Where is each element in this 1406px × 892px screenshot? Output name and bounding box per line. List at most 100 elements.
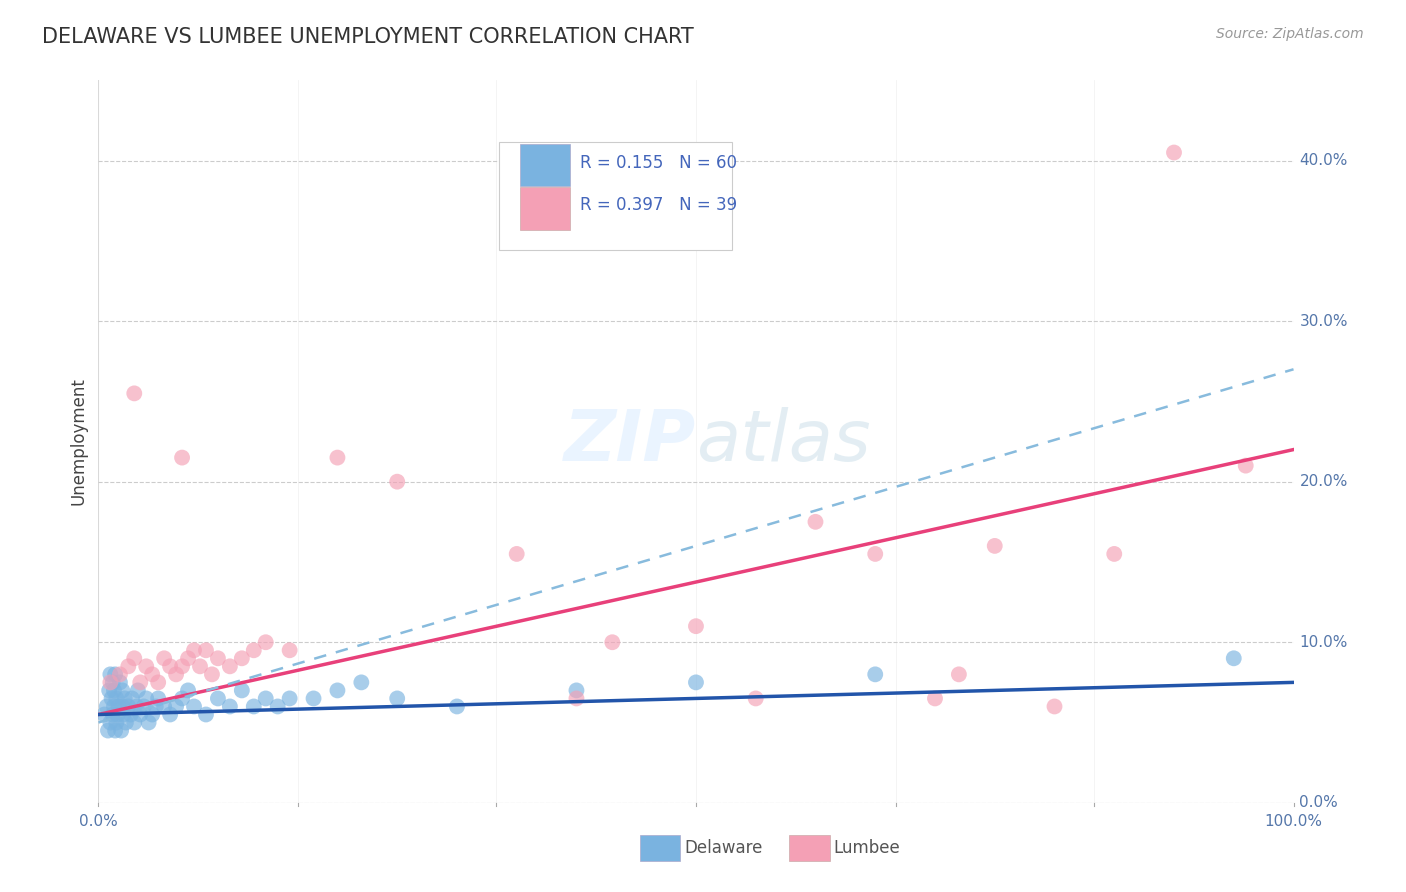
Point [1234,458,1257,473]
Point [506,547,529,561]
Point [165,699,187,714]
Point [141,667,163,681]
Point [115,715,138,730]
Point [132,699,155,714]
Point [565,691,588,706]
Point [129,675,152,690]
FancyBboxPatch shape [789,835,830,861]
Point [135,691,157,706]
Point [98,675,122,690]
Point [1163,145,1185,160]
Point [105,691,128,706]
Point [98,715,122,730]
Point [145,699,167,714]
Point [188,659,211,673]
Point [385,475,409,489]
Point [685,675,707,690]
Point [183,643,205,657]
Point [148,675,170,690]
Point [602,635,624,649]
Point [105,715,128,730]
Text: Source: ZipAtlas.com: Source: ZipAtlas.com [1216,27,1364,41]
Point [153,651,176,665]
Point [103,683,125,698]
Point [120,707,142,722]
Y-axis label: Unemployment: Unemployment [69,377,87,506]
Point [201,667,224,681]
Text: 20.0%: 20.0% [1299,475,1348,489]
Point [1104,547,1126,561]
Point [267,699,290,714]
Point [984,539,1007,553]
Point [172,691,194,706]
Point [129,707,152,722]
Point [745,691,768,706]
Text: 0.0%: 0.0% [1299,796,1339,810]
Text: 40.0%: 40.0% [1299,153,1348,168]
Point [254,691,277,706]
Point [183,699,205,714]
Point [219,699,242,714]
Point [117,659,139,673]
Point [101,675,124,690]
Point [111,699,134,714]
Text: ZIP: ZIP [564,407,696,476]
Point [243,643,266,657]
Point [207,651,229,665]
Point [112,707,135,722]
Point [141,707,163,722]
Point [159,707,181,722]
Point [98,667,122,681]
FancyBboxPatch shape [520,187,571,230]
Point [114,691,136,706]
Point [159,659,181,673]
Point [138,715,160,730]
Point [350,675,373,690]
Point [177,683,200,698]
Point [108,667,131,681]
Point [96,699,118,714]
Point [243,699,266,714]
Point [446,699,468,714]
Point [97,723,120,738]
Point [1223,651,1246,665]
Point [124,715,146,730]
Text: Delaware: Delaware [685,838,762,856]
Point [385,691,409,706]
Text: 0.0%: 0.0% [79,814,118,829]
Point [865,547,887,561]
Point [302,691,325,706]
FancyBboxPatch shape [640,835,681,861]
Point [326,683,349,698]
Point [107,707,129,722]
Point [207,691,229,706]
Point [125,699,148,714]
Point [98,683,121,698]
Point [101,707,124,722]
Point [153,699,176,714]
Text: DELAWARE VS LUMBEE UNEMPLOYMENT CORRELATION CHART: DELAWARE VS LUMBEE UNEMPLOYMENT CORRELAT… [42,27,695,46]
Point [103,699,125,714]
Point [148,691,170,706]
Point [254,635,277,649]
Point [104,667,127,681]
Point [924,691,946,706]
Point [565,683,588,698]
Point [117,699,139,714]
Point [948,667,970,681]
Point [1043,699,1066,714]
Text: 100.0%: 100.0% [1264,814,1323,829]
Point [278,643,301,657]
Point [278,691,301,706]
Point [165,667,187,681]
Text: R = 0.155   N = 60: R = 0.155 N = 60 [581,154,737,172]
Text: Lumbee: Lumbee [834,838,900,856]
Point [326,450,349,465]
Point [93,707,115,722]
Point [231,651,253,665]
Point [124,386,146,401]
Point [177,651,200,665]
Point [685,619,707,633]
Text: atlas: atlas [696,407,870,476]
FancyBboxPatch shape [499,142,733,250]
